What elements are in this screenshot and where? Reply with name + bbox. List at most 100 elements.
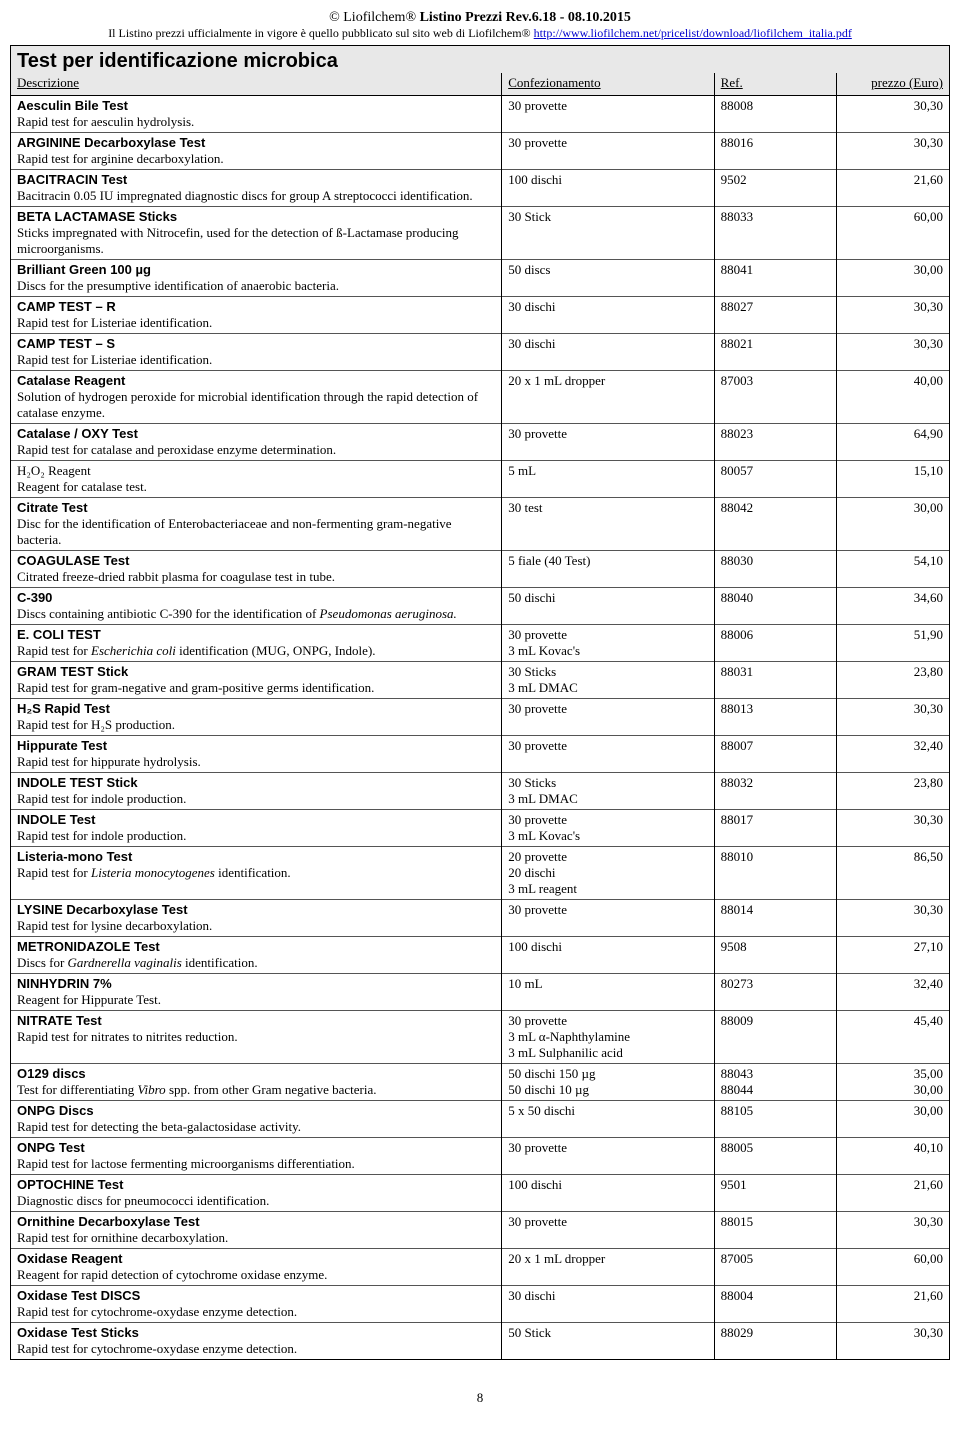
item-note: Rapid test for Listeriae identification. — [17, 352, 495, 368]
table-row: NINHYDRIN 7%Reagent for Hippurate Test.1… — [11, 974, 950, 1011]
cell-ref: 88033 — [714, 207, 837, 260]
item-note: Solution of hydrogen peroxide for microb… — [17, 389, 495, 421]
cell-description: LYSINE Decarboxylase TestRapid test for … — [11, 900, 502, 937]
cell-description: ONPG TestRapid test for lactose fermenti… — [11, 1138, 502, 1175]
cell-conf: 30 provette3 mL Kovac's — [502, 625, 714, 662]
cell-ref: 88010 — [714, 847, 837, 900]
cell-ref: 88017 — [714, 810, 837, 847]
table-row: COAGULASE TestCitrated freeze-dried rabb… — [11, 551, 950, 588]
cell-description: Brilliant Green 100 µgDiscs for the pres… — [11, 260, 502, 297]
cell-ref: 88032 — [714, 773, 837, 810]
title-right: Listino Prezzi Rev.6.18 - 08.10.2015 — [420, 10, 631, 25]
document-header: © Liofilchem® Listino Prezzi Rev.6.18 - … — [10, 10, 950, 41]
table-row: C-390Discs containing antibiotic C-390 f… — [11, 588, 950, 625]
item-note: Sticks impregnated with Nitrocefin, used… — [17, 225, 495, 257]
item-name: Catalase Reagent — [17, 373, 125, 388]
cell-price: 21,60 — [837, 170, 950, 207]
cell-conf: 30 provette — [502, 900, 714, 937]
table-row: INDOLE TestRapid test for indole product… — [11, 810, 950, 847]
item-note: Rapid test for lactose fermenting microo… — [17, 1156, 495, 1172]
item-name: BETA LACTAMASE Sticks — [17, 209, 177, 224]
cell-conf: 30 Sticks3 mL DMAC — [502, 662, 714, 699]
item-name: OPTOCHINE Test — [17, 1177, 123, 1192]
item-note: Discs containing antibiotic C-390 for th… — [17, 606, 495, 622]
cell-ref: 88009 — [714, 1011, 837, 1064]
table-row: Oxidase Test SticksRapid test for cytoch… — [11, 1323, 950, 1360]
item-name: Oxidase Test Sticks — [17, 1325, 139, 1340]
subtitle-text: Il Listino prezzi ufficialmente in vigor… — [108, 26, 521, 40]
cell-conf: 100 dischi — [502, 937, 714, 974]
item-name: Citrate Test — [17, 500, 88, 515]
table-row: BETA LACTAMASE SticksSticks impregnated … — [11, 207, 950, 260]
table-row: Brilliant Green 100 µgDiscs for the pres… — [11, 260, 950, 297]
cell-description: BETA LACTAMASE SticksSticks impregnated … — [11, 207, 502, 260]
cell-price: 35,0030,00 — [837, 1064, 950, 1101]
item-name: Oxidase Reagent — [17, 1251, 123, 1266]
document-subtitle: Il Listino prezzi ufficialmente in vigor… — [10, 26, 950, 41]
cell-conf: 30 dischi — [502, 334, 714, 371]
cell-ref: 9502 — [714, 170, 837, 207]
cell-price: 34,60 — [837, 588, 950, 625]
cell-ref: 88013 — [714, 699, 837, 736]
cell-conf: 30 provette — [502, 133, 714, 170]
cell-conf: 30 provette3 mL α-Naphthylamine3 mL Sulp… — [502, 1011, 714, 1064]
table-row: H₂S Rapid TestRapid test for H₂S product… — [11, 699, 950, 736]
cell-price: 51,90 — [837, 625, 950, 662]
item-name: Aesculin Bile Test — [17, 98, 128, 113]
item-name: ONPG Discs — [17, 1103, 94, 1118]
table-row: Citrate TestDisc for the identification … — [11, 498, 950, 551]
item-note: Rapid test for nitrates to nitrites redu… — [17, 1029, 495, 1045]
table-row: Oxidase Test DISCSRapid test for cytochr… — [11, 1286, 950, 1323]
cell-ref: 88015 — [714, 1212, 837, 1249]
cell-description: Oxidase ReagentReagent for rapid detecti… — [11, 1249, 502, 1286]
item-note: Rapid test for indole production. — [17, 828, 495, 844]
cell-conf: 30 provette — [502, 96, 714, 133]
item-note: Reagent for rapid detection of cytochrom… — [17, 1267, 495, 1283]
section-title-row: Test per identificazione microbica — [11, 46, 950, 74]
cell-price: 30,30 — [837, 1212, 950, 1249]
cell-description: H₂O₂ ReagentReagent for catalase test. — [11, 461, 502, 498]
cell-description: Catalase / OXY TestRapid test for catala… — [11, 424, 502, 461]
item-name: NITRATE Test — [17, 1013, 102, 1028]
item-note: Rapid test for Escherichia coli identifi… — [17, 643, 495, 659]
cell-ref: 88030 — [714, 551, 837, 588]
header-confezionamento: Confezionamento — [502, 73, 714, 96]
subtitle-link[interactable]: http://www.liofilchem.net/pricelist/down… — [534, 26, 852, 40]
cell-conf: 50 dischi — [502, 588, 714, 625]
item-name: ONPG Test — [17, 1140, 85, 1155]
cell-conf: 50 dischi 150 µg50 dischi 10 µg — [502, 1064, 714, 1101]
cell-conf: 50 discs — [502, 260, 714, 297]
table-row: OPTOCHINE TestDiagnostic discs for pneum… — [11, 1175, 950, 1212]
cell-ref: 88007 — [714, 736, 837, 773]
cell-ref: 88105 — [714, 1101, 837, 1138]
cell-conf: 5 fiale (40 Test) — [502, 551, 714, 588]
cell-description: COAGULASE TestCitrated freeze-dried rabb… — [11, 551, 502, 588]
cell-price: 27,10 — [837, 937, 950, 974]
cell-description: CAMP TEST – RRapid test for Listeriae id… — [11, 297, 502, 334]
table-row: Listeria-mono TestRapid test for Listeri… — [11, 847, 950, 900]
table-row: NITRATE TestRapid test for nitrates to n… — [11, 1011, 950, 1064]
cell-description: E. COLI TESTRapid test for Escherichia c… — [11, 625, 502, 662]
cell-ref: 9508 — [714, 937, 837, 974]
table-row: GRAM TEST StickRapid test for gram-negat… — [11, 662, 950, 699]
cell-description: GRAM TEST StickRapid test for gram-negat… — [11, 662, 502, 699]
cell-price: 30,30 — [837, 133, 950, 170]
item-note: Rapid test for Listeria monocytogenes id… — [17, 865, 495, 881]
item-note: Rapid test for aesculin hydrolysis. — [17, 114, 495, 130]
cell-description: NITRATE TestRapid test for nitrates to n… — [11, 1011, 502, 1064]
cell-ref: 87005 — [714, 1249, 837, 1286]
cell-conf: 30 dischi — [502, 297, 714, 334]
cell-ref: 88027 — [714, 297, 837, 334]
cell-price: 40,10 — [837, 1138, 950, 1175]
item-note: Rapid test for hippurate hydrolysis. — [17, 754, 495, 770]
cell-price: 30,30 — [837, 900, 950, 937]
table-row: O129 discsTest for differentiating Vibro… — [11, 1064, 950, 1101]
cell-description: Oxidase Test DISCSRapid test for cytochr… — [11, 1286, 502, 1323]
cell-conf: 30 Stick — [502, 207, 714, 260]
cell-price: 30,30 — [837, 297, 950, 334]
cell-description: BACITRACIN TestBacitracin 0.05 IU impreg… — [11, 170, 502, 207]
cell-conf: 30 test — [502, 498, 714, 551]
table-row: ONPG DiscsRapid test for detecting the b… — [11, 1101, 950, 1138]
page-number: 8 — [10, 1390, 950, 1406]
item-note: Rapid test for cytochrome-oxydase enzyme… — [17, 1341, 495, 1357]
